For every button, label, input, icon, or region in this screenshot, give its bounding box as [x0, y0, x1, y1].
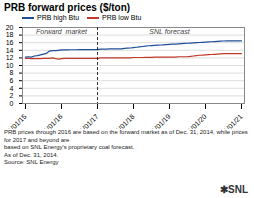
html-text:PRB forward prices ($/ton): PRB forward prices ($/ton) [4, 2, 131, 13]
svg-text:01/01/20: 01/01/20 [184, 113, 208, 129]
html-text:As of Dec. 31, 2014.: As of Dec. 31, 2014. [4, 151, 59, 158]
svg-text:SNL forecast: SNL forecast [149, 28, 190, 35]
svg-text:Forward market: Forward market [36, 28, 88, 35]
svg-text:0: 0 [10, 100, 14, 107]
html-text:based on SNL Energy's propriet: based on SNL Energy's proprietary coal f… [4, 144, 135, 150]
html-text:PRB prices through 2016 are ba: PRB prices through 2016 are based on the… [4, 129, 248, 143]
svg-text:2: 2 [10, 92, 14, 99]
html-text:PRB low Btu: PRB low Btu [102, 14, 142, 21]
svg-text:01/01/15: 01/01/15 [4, 113, 28, 129]
svg-text:12: 12 [6, 54, 14, 61]
svg-text:6: 6 [10, 77, 14, 84]
html-text:✱SNL: ✱SNL [220, 184, 248, 195]
html-text:Source: SNL Energy: Source: SNL Energy [4, 159, 59, 165]
svg-text:01/01/19: 01/01/19 [148, 113, 172, 129]
svg-text:16: 16 [6, 39, 14, 46]
svg-text:01/01/17: 01/01/17 [76, 113, 100, 129]
svg-text:14: 14 [6, 47, 14, 54]
html-text:PRB high Btu: PRB high Btu [37, 14, 79, 21]
svg-text:18: 18 [6, 31, 14, 38]
svg-text:01/01/18: 01/01/18 [112, 113, 136, 129]
svg-text:10: 10 [6, 62, 14, 69]
svg-text:01/01/21: 01/01/21 [220, 113, 244, 129]
svg-text:20: 20 [6, 24, 14, 31]
svg-text:8: 8 [10, 69, 14, 76]
svg-text:4: 4 [10, 85, 14, 92]
svg-text:01/01/16: 01/01/16 [40, 113, 64, 129]
